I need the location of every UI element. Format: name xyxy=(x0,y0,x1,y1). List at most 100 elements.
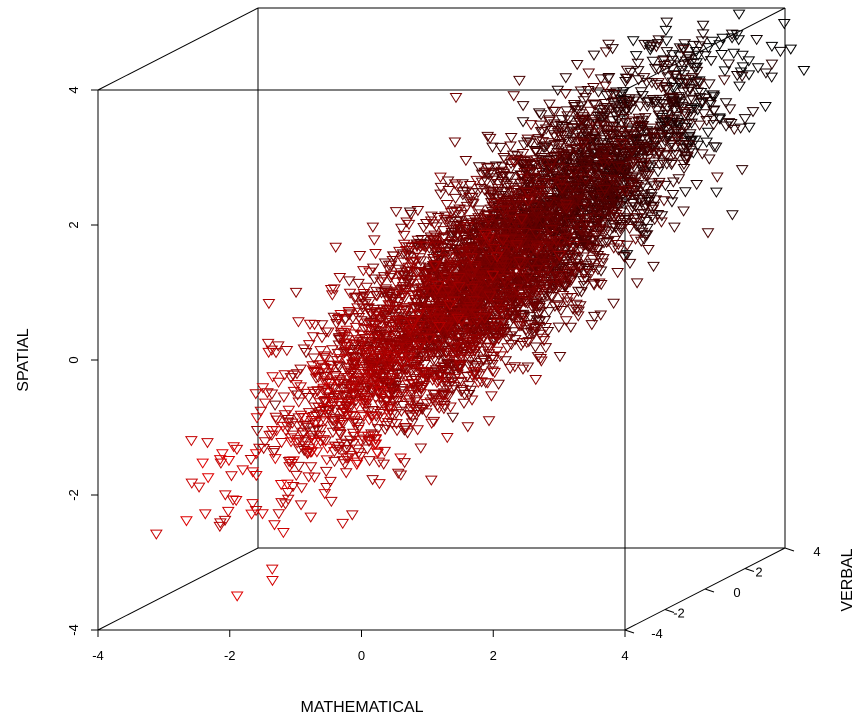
data-point xyxy=(504,141,517,152)
data-point xyxy=(446,412,460,424)
data-point xyxy=(275,437,288,449)
data-point xyxy=(704,56,718,67)
data-point xyxy=(353,451,367,463)
data-point xyxy=(359,373,373,384)
data-point xyxy=(725,29,739,40)
data-point xyxy=(561,251,575,262)
data-point xyxy=(503,295,517,307)
data-point xyxy=(409,345,423,356)
data-point xyxy=(404,279,417,290)
data-point xyxy=(379,309,393,321)
data-point xyxy=(715,49,729,61)
data-point xyxy=(324,364,338,375)
data-point xyxy=(532,108,546,119)
data-point xyxy=(649,195,663,206)
data-point xyxy=(656,56,670,67)
data-point xyxy=(622,129,636,140)
data-point xyxy=(600,108,614,119)
data-point xyxy=(249,449,263,460)
data-point xyxy=(367,235,381,246)
data-point xyxy=(614,224,627,235)
data-point xyxy=(641,134,655,145)
data-point xyxy=(370,307,383,318)
data-point xyxy=(453,248,466,260)
data-point xyxy=(751,63,765,74)
data-point xyxy=(222,455,236,467)
data-point xyxy=(431,281,445,292)
data-point xyxy=(432,314,446,325)
data-point xyxy=(586,131,599,142)
data-point xyxy=(399,246,413,257)
data-point xyxy=(551,265,565,277)
data-point xyxy=(521,137,534,148)
data-point xyxy=(628,134,642,145)
data-point xyxy=(511,302,525,313)
data-point xyxy=(474,184,487,195)
data-point xyxy=(370,376,384,387)
data-point xyxy=(727,48,741,60)
data-point xyxy=(356,293,370,304)
data-point xyxy=(577,276,590,287)
data-point xyxy=(617,140,630,151)
data-point xyxy=(683,145,697,157)
data-point xyxy=(533,120,547,131)
data-point xyxy=(439,247,453,259)
data-point xyxy=(266,372,280,383)
data-point xyxy=(383,301,397,312)
data-point xyxy=(201,473,215,484)
data-point xyxy=(383,291,396,302)
data-point xyxy=(599,102,613,114)
data-point xyxy=(568,251,582,263)
data-point xyxy=(246,499,259,510)
data-point xyxy=(502,240,515,252)
data-point xyxy=(527,201,541,212)
data-point xyxy=(292,317,305,328)
data-point xyxy=(508,185,522,196)
data-point xyxy=(368,274,381,285)
data-point xyxy=(684,107,698,118)
data-point xyxy=(357,412,371,423)
data-point xyxy=(503,363,517,375)
data-point xyxy=(686,94,699,105)
data-point xyxy=(507,221,521,232)
data-point xyxy=(448,373,462,385)
data-point xyxy=(636,91,649,102)
data-point xyxy=(480,176,494,187)
data-point xyxy=(328,372,342,383)
data-point xyxy=(521,272,535,283)
data-point xyxy=(659,180,672,192)
data-point xyxy=(454,386,468,398)
data-point xyxy=(368,383,381,394)
data-point xyxy=(652,110,666,121)
data-point xyxy=(475,169,489,180)
data-point xyxy=(437,226,450,237)
data-point xyxy=(430,285,444,296)
data-point xyxy=(648,63,662,75)
data-point xyxy=(533,158,546,169)
data-point xyxy=(651,209,665,221)
data-point xyxy=(629,183,642,194)
data-point xyxy=(358,398,372,409)
data-point xyxy=(286,370,300,381)
data-point xyxy=(318,489,332,500)
data-point xyxy=(448,179,462,190)
data-point xyxy=(440,347,454,359)
data-point xyxy=(558,244,572,256)
data-point xyxy=(590,193,604,204)
data-point xyxy=(533,242,546,253)
data-point xyxy=(249,470,263,482)
data-point xyxy=(378,258,392,269)
bounding-box xyxy=(97,7,786,631)
data-point xyxy=(463,180,477,192)
data-point xyxy=(679,154,693,165)
data-point xyxy=(321,327,335,338)
data-point xyxy=(566,136,579,147)
data-point xyxy=(444,276,458,288)
data-point xyxy=(670,111,684,123)
data-point xyxy=(287,456,300,467)
data-point xyxy=(287,386,301,398)
data-point xyxy=(702,43,715,54)
data-point xyxy=(645,78,659,89)
data-point xyxy=(736,62,750,73)
data-point xyxy=(693,120,707,131)
